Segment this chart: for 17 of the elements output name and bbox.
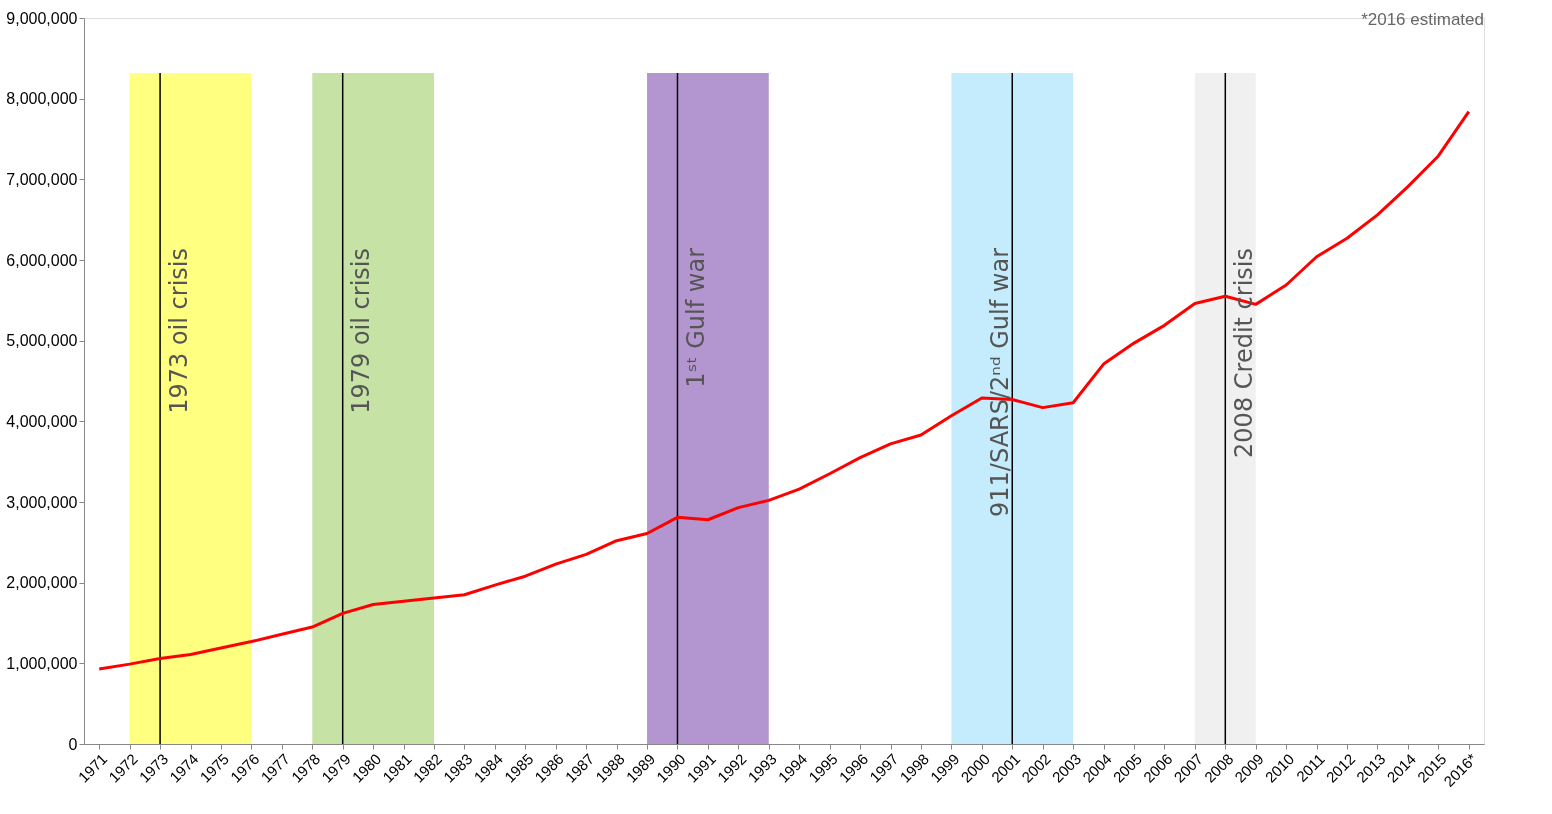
line-series bbox=[97, 110, 1471, 671]
y-tick-label: 1,000,000 bbox=[6, 654, 78, 672]
band-label: 1979 oil crisis bbox=[347, 248, 376, 414]
band-label: 2008 Credit crisis bbox=[1229, 248, 1258, 458]
y-tick-label: 6,000,000 bbox=[6, 251, 78, 269]
y-tick-label: 4,000,000 bbox=[6, 412, 78, 430]
y-tick-label: 2,000,000 bbox=[6, 574, 78, 592]
band-label: 1ˢᵗ Gulf war bbox=[682, 247, 711, 388]
y-tick-label: 5,000,000 bbox=[6, 332, 78, 350]
y-tick-label: 0 bbox=[68, 735, 78, 753]
band-label: 1973 oil crisis bbox=[164, 248, 193, 414]
band-label: 911/SARS/2ⁿᵈ Gulf war bbox=[986, 247, 1015, 517]
y-tick-label: 7,000,000 bbox=[6, 170, 78, 188]
y-tick-label: 8,000,000 bbox=[6, 90, 78, 108]
y-tick-label: 3,000,000 bbox=[6, 493, 78, 511]
y-tick-label: 9,000,000 bbox=[6, 9, 78, 27]
annotation: *2016 estimated bbox=[1361, 10, 1484, 29]
